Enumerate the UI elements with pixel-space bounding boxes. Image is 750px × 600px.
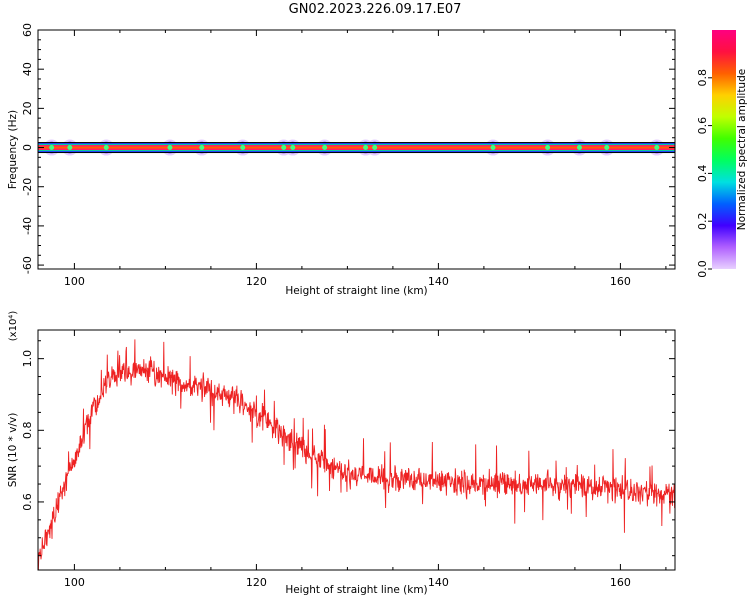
spectrogram-ytick-label: -40 xyxy=(21,217,34,235)
spectrogram-ytick-label: 0 xyxy=(21,144,34,151)
colorbar: 0.0 0.2 0.4 0.6 0.8 Normalized spectral ampli… xyxy=(696,30,748,278)
band-spot xyxy=(199,145,205,151)
spectrogram-ylabel: Frequency (Hz) xyxy=(7,110,19,189)
colorbar-label: Normalized spectral amplitude xyxy=(736,69,748,230)
band-spot xyxy=(490,145,496,151)
band-spot xyxy=(363,145,369,151)
band-spot xyxy=(281,145,287,151)
snr-frame xyxy=(37,329,676,571)
spectrogram-xtick-label: 120 xyxy=(246,275,267,288)
spectrogram-panel: 60 40 20 0 -20 -40 -60 100 120 140 160 Height of st… xyxy=(7,23,676,297)
band-spot xyxy=(290,145,296,151)
figure-title: GN02.2023.226.09.17.E07 xyxy=(288,2,462,17)
colorbar-tick-label: 0.4 xyxy=(696,165,709,183)
snr-ytick-label: 0.6 xyxy=(21,493,34,511)
band-spot xyxy=(240,145,246,151)
colorbar-tick-label: 0.2 xyxy=(696,212,709,230)
band-core xyxy=(38,146,675,149)
spectrogram-xlabel: Height of straight line (km) xyxy=(285,285,427,297)
snr-xtick-label: 160 xyxy=(610,576,631,589)
colorbar-tick-label: 0.8 xyxy=(696,69,709,87)
band-spot xyxy=(372,145,378,151)
spectrogram-ytick-label: 20 xyxy=(21,101,34,115)
colorbar-tick-label: 0.6 xyxy=(696,117,709,135)
band-spot xyxy=(545,145,551,151)
snr-ytick-label: 1.0 xyxy=(21,350,34,368)
band-spot xyxy=(67,145,73,151)
spectrogram-frame xyxy=(37,29,676,270)
snr-y-multiplier: (x10⁴) xyxy=(8,311,19,342)
spectrogram-ytick-label: -60 xyxy=(21,256,34,274)
band-spot xyxy=(654,145,660,151)
snr-ylabel: SNR (10 * v/v) xyxy=(7,413,19,488)
spectrogram-ytick-label: 40 xyxy=(21,62,34,76)
spectrogram-ytick-label: -20 xyxy=(21,178,34,196)
snr-xtick-label: 120 xyxy=(246,576,267,589)
snr-xtick-label: 100 xyxy=(64,576,85,589)
band-spot xyxy=(576,145,582,151)
band-spot xyxy=(604,145,610,151)
snr-xlabel: Height of straight line (km) xyxy=(285,584,427,596)
spectrogram-xtick-label: 140 xyxy=(428,275,449,288)
spectrogram-xtick-label: 100 xyxy=(64,275,85,288)
band-spot xyxy=(167,145,173,151)
spectrogram-xtick-label: 160 xyxy=(610,275,631,288)
snr-xtick-label: 140 xyxy=(428,576,449,589)
colorbar-tick-label: 0.0 xyxy=(696,260,709,278)
band-spot xyxy=(322,145,328,151)
snr-ytick-label: 0.8 xyxy=(21,422,34,440)
colorbar-gradient xyxy=(712,30,736,269)
spectrogram-ytick-label: 60 xyxy=(21,23,34,37)
snr-series-line xyxy=(38,339,675,570)
band-spot xyxy=(103,145,109,151)
band-spot xyxy=(49,145,55,151)
snr-panel: 1.0 0.8 0.6 100 120 140 160 Height of straight … xyxy=(7,311,676,596)
